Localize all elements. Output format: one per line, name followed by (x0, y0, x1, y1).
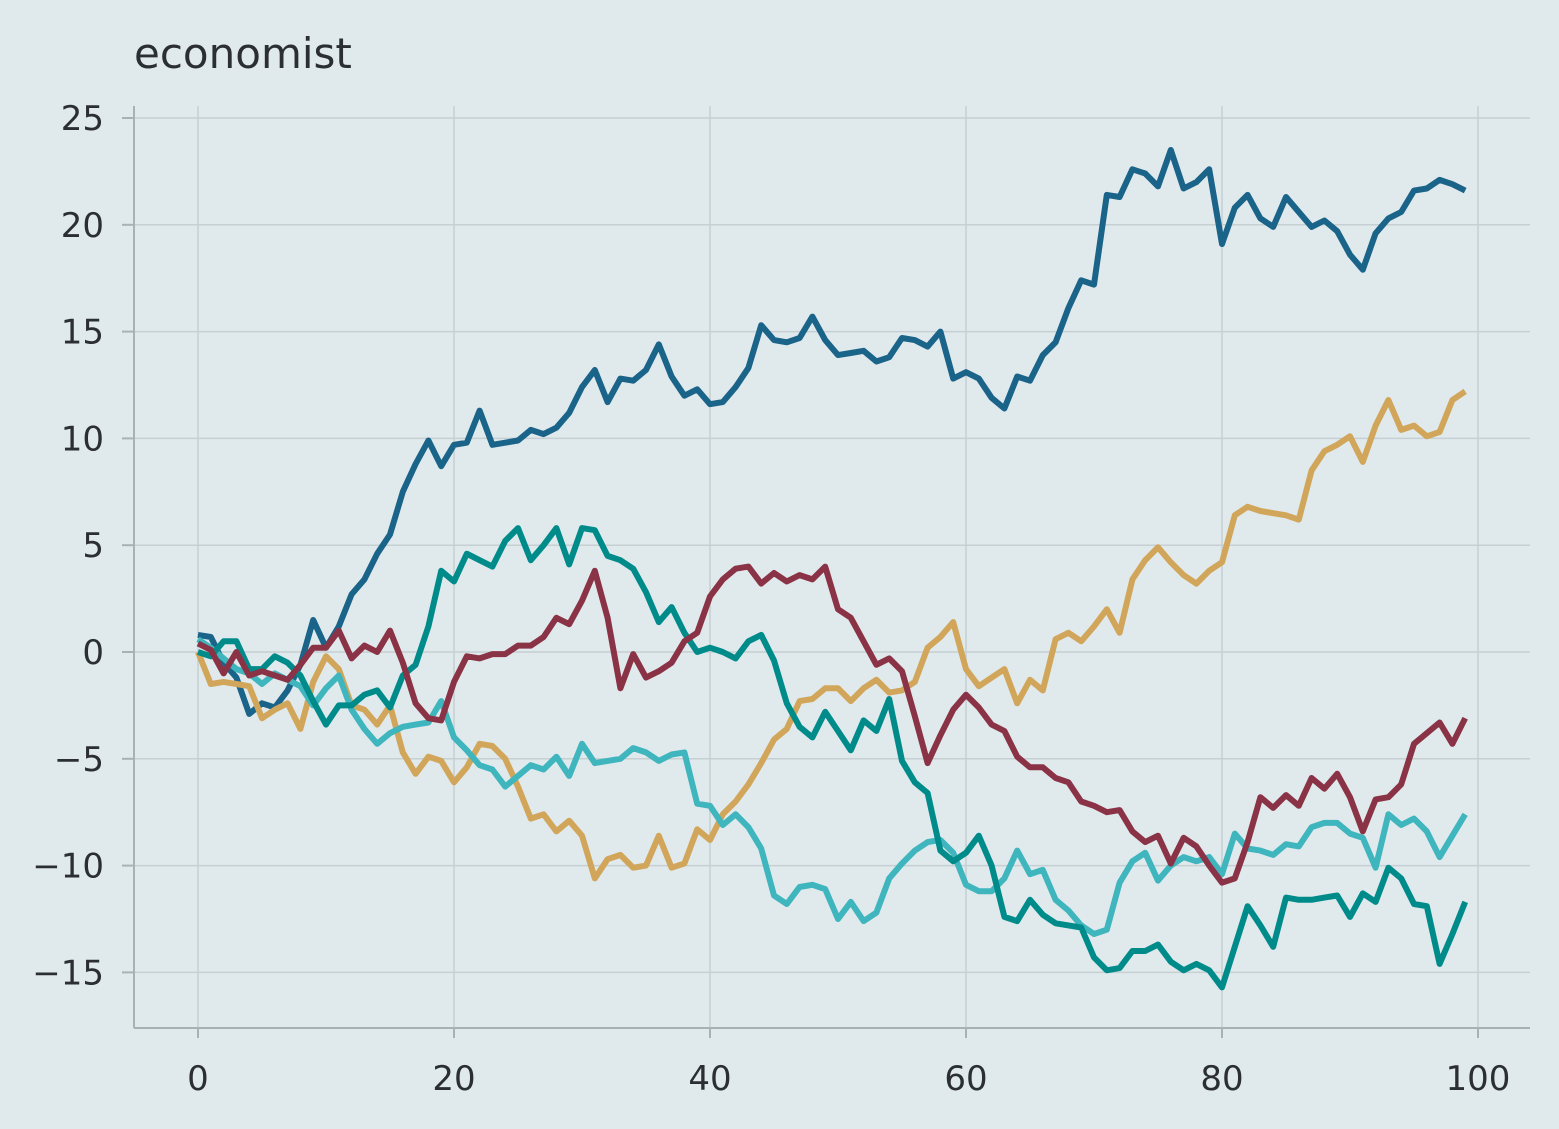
y-tick-label: 5 (82, 526, 104, 566)
y-tick-label: 15 (61, 313, 104, 353)
x-tick-label: 100 (1446, 1059, 1511, 1099)
series (195, 147, 1468, 991)
tick-labels: 0 20 40 60 80 100 25 20 15 10 5 0 −5 −10 −15 (32, 99, 1510, 1099)
chart-title: economist (134, 29, 352, 78)
series-line-2 (195, 388, 1467, 882)
x-tick-label: 40 (688, 1059, 731, 1099)
y-tick-label: −5 (54, 740, 104, 780)
series-line-1 (197, 147, 1467, 717)
y-tick-label: −10 (32, 847, 104, 887)
y-tick-label: 20 (61, 206, 104, 246)
y-tick-label: 10 (61, 419, 104, 459)
series-line-3 (196, 636, 1468, 937)
x-tick-label: 20 (432, 1059, 475, 1099)
series-line-4 (197, 525, 1468, 991)
y-tick-label: −15 (32, 953, 104, 993)
x-tick-label: 80 (1200, 1059, 1243, 1099)
x-tick-label: 0 (187, 1059, 209, 1099)
y-tick-label: 0 (82, 633, 104, 673)
axes (122, 106, 1530, 1038)
series-line-5 (196, 563, 1468, 886)
grid (134, 106, 1530, 1028)
x-tick-label: 60 (944, 1059, 987, 1099)
y-tick-label: 25 (61, 99, 104, 139)
